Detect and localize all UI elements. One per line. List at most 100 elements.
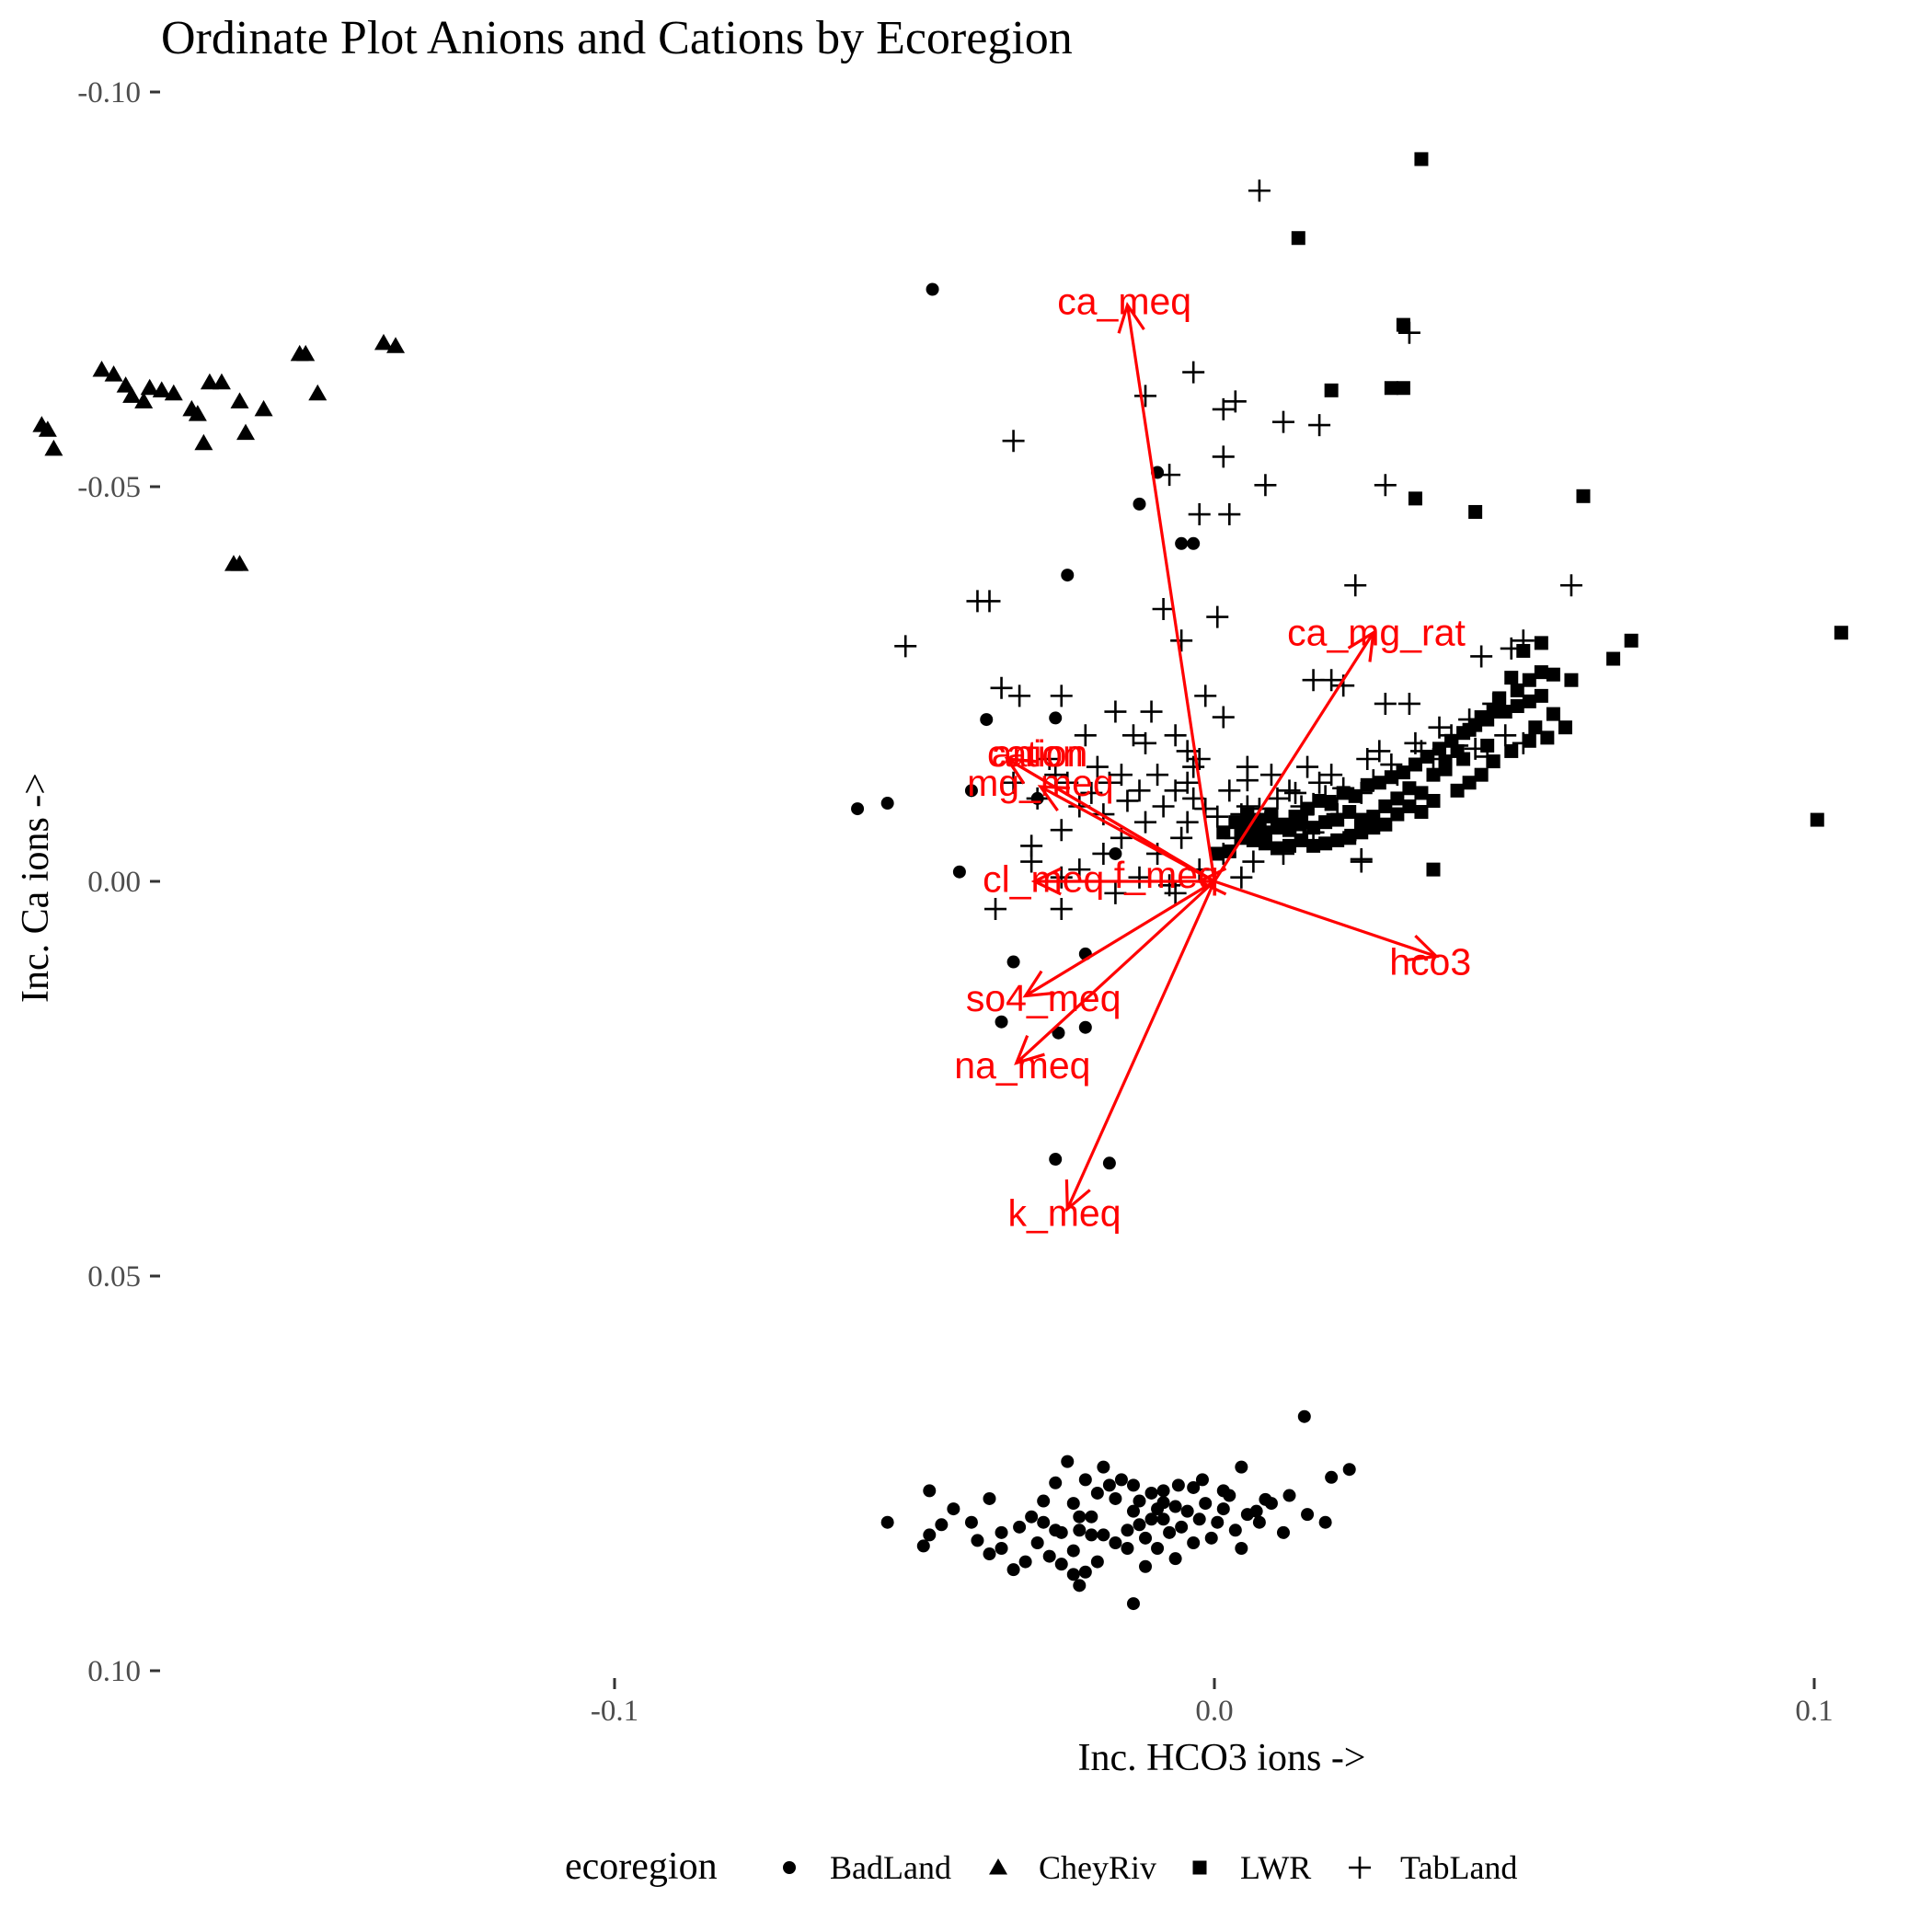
point-badland	[1168, 1552, 1182, 1566]
point-lwr	[1432, 742, 1446, 756]
point-lwr	[1510, 699, 1524, 714]
point-lwr	[1264, 807, 1279, 822]
point-tabland	[984, 898, 1007, 921]
point-tabland	[1308, 771, 1331, 794]
point-tabland	[1170, 629, 1193, 652]
point-tabland	[1218, 503, 1241, 526]
point-badland	[1126, 1597, 1140, 1611]
point-tabland	[1008, 684, 1031, 707]
point-lwr	[1390, 791, 1405, 806]
point-tabland	[1158, 874, 1181, 897]
legend-item-tabland: TabLand	[1349, 1849, 1517, 1886]
point-lwr	[1414, 152, 1429, 167]
point-tabland	[1206, 805, 1229, 828]
point-tabland	[1050, 819, 1073, 842]
point-lwr	[1366, 821, 1381, 835]
point-tabland	[894, 635, 917, 658]
point-cheyriv	[254, 399, 273, 417]
point-tabland	[1482, 692, 1505, 715]
point-lwr	[1378, 799, 1393, 813]
point-cheyriv	[44, 439, 63, 456]
point-badland	[983, 1547, 996, 1561]
point-lwr	[1426, 862, 1441, 877]
point-tabland	[1494, 724, 1517, 747]
point-lwr	[1402, 781, 1417, 796]
point-tabland	[1128, 866, 1151, 889]
vector-arrowhead	[1117, 302, 1145, 334]
point-tabland	[1302, 792, 1325, 815]
point-badland	[1078, 1473, 1092, 1487]
point-cheyriv	[386, 337, 406, 353]
point-tabland	[1421, 748, 1444, 771]
point-tabland	[1164, 724, 1187, 747]
y-axis: -0.10 -0.05 0.00 0.05 0.10	[77, 76, 160, 1688]
point-badland	[1042, 1549, 1056, 1563]
point-tabland	[1224, 390, 1247, 413]
point-tabland	[1056, 771, 1079, 794]
point-lwr	[1396, 317, 1410, 332]
point-badland	[964, 1515, 978, 1529]
point-badland	[1025, 1510, 1039, 1524]
vector-label-na_meq: na_meq	[954, 1044, 1090, 1087]
vector-label-k_meq: k_meq	[1007, 1191, 1121, 1234]
point-lwr	[1498, 705, 1512, 719]
point-badland	[1073, 1510, 1087, 1524]
vector-arrowhead	[1407, 934, 1440, 962]
point-tabland	[1110, 764, 1133, 787]
vector-so4_meq	[1024, 880, 1215, 997]
point-badland	[923, 1528, 937, 1542]
point-badland	[1121, 1542, 1134, 1556]
point-badland	[1240, 1508, 1254, 1522]
x-tick-label: 0.1	[1795, 1695, 1833, 1728]
point-badland	[1187, 1536, 1201, 1550]
point-tabland	[1002, 771, 1025, 794]
point-tabland	[1212, 397, 1235, 420]
y-tick-label: 0.05	[87, 1260, 141, 1294]
point-tabland	[1068, 858, 1091, 881]
point-cheyriv	[296, 344, 316, 362]
point-lwr	[1504, 743, 1519, 758]
x-tick-label: -0.1	[591, 1695, 638, 1728]
point-tabland	[1182, 361, 1205, 384]
point-cheyriv	[92, 361, 111, 377]
point-badland	[1156, 1484, 1170, 1498]
point-cheyriv	[194, 433, 213, 451]
point-tabland	[1320, 764, 1343, 787]
point-tabland	[1146, 764, 1169, 787]
y-axis-title: Inc. Ca ions ->	[15, 773, 57, 1003]
point-badland	[1126, 1478, 1140, 1492]
point-lwr	[1522, 694, 1536, 708]
point-badland	[947, 1502, 960, 1516]
point-lwr	[1414, 804, 1429, 819]
point-tabland	[1194, 684, 1217, 707]
vector-label-cation: cation	[987, 732, 1087, 775]
point-tabland	[1134, 731, 1157, 754]
point-lwr	[1270, 841, 1284, 856]
point-tabland	[1374, 474, 1397, 497]
point-lwr	[1474, 767, 1489, 782]
vector-ca_mg_rat	[1213, 631, 1375, 882]
point-cheyriv	[230, 392, 249, 408]
point-badland	[1139, 1531, 1153, 1545]
point-badland	[1085, 1510, 1098, 1524]
point-lwr	[1330, 833, 1345, 847]
point-badland	[935, 1518, 949, 1532]
x-axis: -0.1 0.0 0.1	[591, 1678, 1834, 1728]
legend-item-badland: BadLand	[783, 1849, 951, 1886]
point-lwr	[1354, 812, 1369, 827]
point-badland	[1297, 1409, 1311, 1423]
point-badland	[1139, 1559, 1153, 1573]
point-lwr	[1318, 815, 1333, 830]
point-badland	[851, 802, 865, 816]
point-lwr	[1576, 489, 1591, 503]
point-lwr	[1558, 720, 1572, 735]
point-tabland	[1278, 779, 1301, 802]
vector-ca_meq	[1125, 305, 1216, 882]
point-cheyriv	[38, 420, 57, 437]
point-tabland	[1254, 474, 1277, 497]
point-badland	[1133, 1518, 1146, 1532]
point-tabland	[1440, 724, 1463, 747]
point-badland	[995, 1015, 1008, 1029]
point-lwr	[1540, 730, 1555, 745]
point-tabland	[1206, 605, 1229, 628]
